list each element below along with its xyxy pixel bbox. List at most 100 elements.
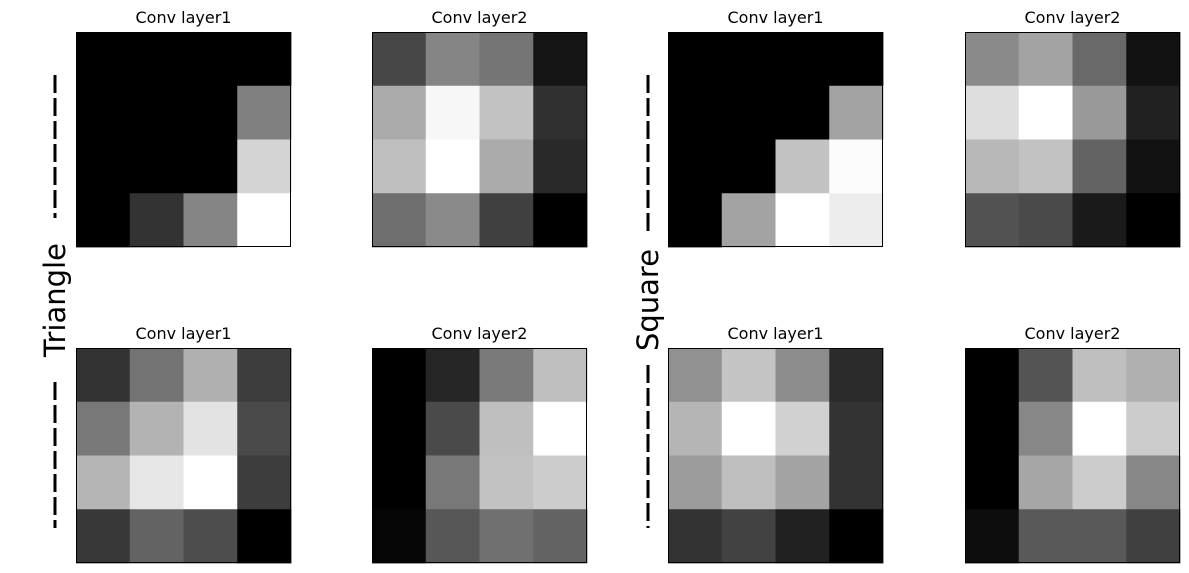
heatmap-cell <box>1126 401 1181 456</box>
heatmap-cell <box>668 193 723 248</box>
heatmap-cell <box>479 455 534 510</box>
heatmap-cell <box>965 509 1020 564</box>
group-label-text: Triangle <box>38 243 72 358</box>
heatmap-cell <box>76 193 131 248</box>
heatmap-cell <box>183 32 238 87</box>
panel-title: Conv layer1 <box>136 8 232 27</box>
heatmap-cell <box>775 455 830 510</box>
heatmap-cell <box>829 85 884 140</box>
heatmap-cell <box>183 85 238 140</box>
heatmap-cell <box>965 32 1020 87</box>
heatmap-cell <box>129 32 184 87</box>
heatmap-cell <box>183 401 238 456</box>
heatmap-cell <box>965 193 1020 248</box>
heatmap-cell <box>129 85 184 140</box>
heatmap-cell <box>237 455 292 510</box>
heatmap-cell <box>533 139 588 194</box>
heatmap-cell <box>1018 193 1073 248</box>
heatmap-cell <box>479 509 534 564</box>
group-label: Square <box>631 75 665 528</box>
heatmap-cell <box>1018 401 1073 456</box>
heatmap-cell <box>129 348 184 403</box>
heatmap-cell <box>533 32 588 87</box>
heatmap-cell <box>1018 509 1073 564</box>
heatmap-cell <box>129 139 184 194</box>
heatmap-cell <box>1072 139 1127 194</box>
heatmap-cell <box>479 85 534 140</box>
heatmap-panel: Conv layer2 <box>965 324 1181 564</box>
heatmap-cell <box>721 509 776 564</box>
heatmap-cell <box>425 401 480 456</box>
heatmap-cell <box>668 32 723 87</box>
panel-frame <box>668 348 883 563</box>
heatmap-cell <box>533 455 588 510</box>
heatmap-cell <box>668 139 723 194</box>
panel-frame <box>965 32 1180 247</box>
heatmap-cell <box>1072 348 1127 403</box>
heatmap-cell <box>237 32 292 87</box>
heatmap-cell <box>183 139 238 194</box>
heatmap-cell <box>372 85 427 140</box>
heatmap-cell <box>533 193 588 248</box>
panel-title: Conv layer1 <box>728 324 824 343</box>
heatmap-panel: Conv layer2 <box>965 8 1181 248</box>
heatmap-cell <box>668 401 723 456</box>
heatmap-cell <box>1018 348 1073 403</box>
heatmap-cell <box>1072 193 1127 248</box>
heatmap-cell <box>668 455 723 510</box>
heatmap-cell <box>1072 401 1127 456</box>
heatmap-cell <box>425 348 480 403</box>
panel-frame <box>965 348 1180 563</box>
heatmap-cell <box>775 85 830 140</box>
heatmap-cell <box>183 348 238 403</box>
panel-title: Conv layer1 <box>136 324 232 343</box>
heatmap-cell <box>1072 509 1127 564</box>
heatmap-cell <box>425 32 480 87</box>
panel-title: Conv layer2 <box>432 324 528 343</box>
heatmap-cell <box>372 348 427 403</box>
heatmap-cell <box>721 401 776 456</box>
panel-title: Conv layer2 <box>1025 324 1121 343</box>
heatmap-cell <box>829 348 884 403</box>
heatmap-cell <box>237 193 292 248</box>
heatmap-cell <box>425 85 480 140</box>
heatmap-cell <box>129 509 184 564</box>
panel-frame <box>372 348 587 563</box>
panel-frame <box>76 32 291 247</box>
heatmap-cell <box>237 139 292 194</box>
heatmap-cell <box>965 348 1020 403</box>
heatmap-cell <box>1126 509 1181 564</box>
heatmap-cell <box>965 85 1020 140</box>
group-label: Triangle <box>38 75 72 528</box>
heatmap-cell <box>76 139 131 194</box>
heatmap-panel: Conv layer1 <box>668 8 884 248</box>
heatmap-panel: Conv layer1 <box>76 8 292 248</box>
heatmap-cell <box>965 401 1020 456</box>
heatmap-cell <box>372 455 427 510</box>
heatmap-cell <box>183 509 238 564</box>
heatmap-cell <box>721 32 776 87</box>
heatmap-cell <box>668 348 723 403</box>
heatmap-cell <box>1126 455 1181 510</box>
heatmap-cell <box>237 85 292 140</box>
heatmap-cell <box>829 509 884 564</box>
heatmap-cell <box>965 455 1020 510</box>
heatmap-cell <box>533 401 588 456</box>
heatmap-cell <box>721 455 776 510</box>
heatmap-cell <box>479 193 534 248</box>
heatmap-cell <box>76 85 131 140</box>
heatmap-cell <box>1126 348 1181 403</box>
heatmap-cell <box>775 139 830 194</box>
heatmap-cell <box>76 455 131 510</box>
heatmap-cell <box>1126 85 1181 140</box>
heatmap-cell <box>129 401 184 456</box>
heatmap-cell <box>1072 455 1127 510</box>
heatmap-cell <box>479 32 534 87</box>
heatmap-cell <box>829 193 884 248</box>
heatmap-cell <box>237 401 292 456</box>
heatmap-cell <box>721 139 776 194</box>
heatmap-cell <box>1018 455 1073 510</box>
heatmap-cell <box>533 85 588 140</box>
heatmap-cell <box>668 509 723 564</box>
